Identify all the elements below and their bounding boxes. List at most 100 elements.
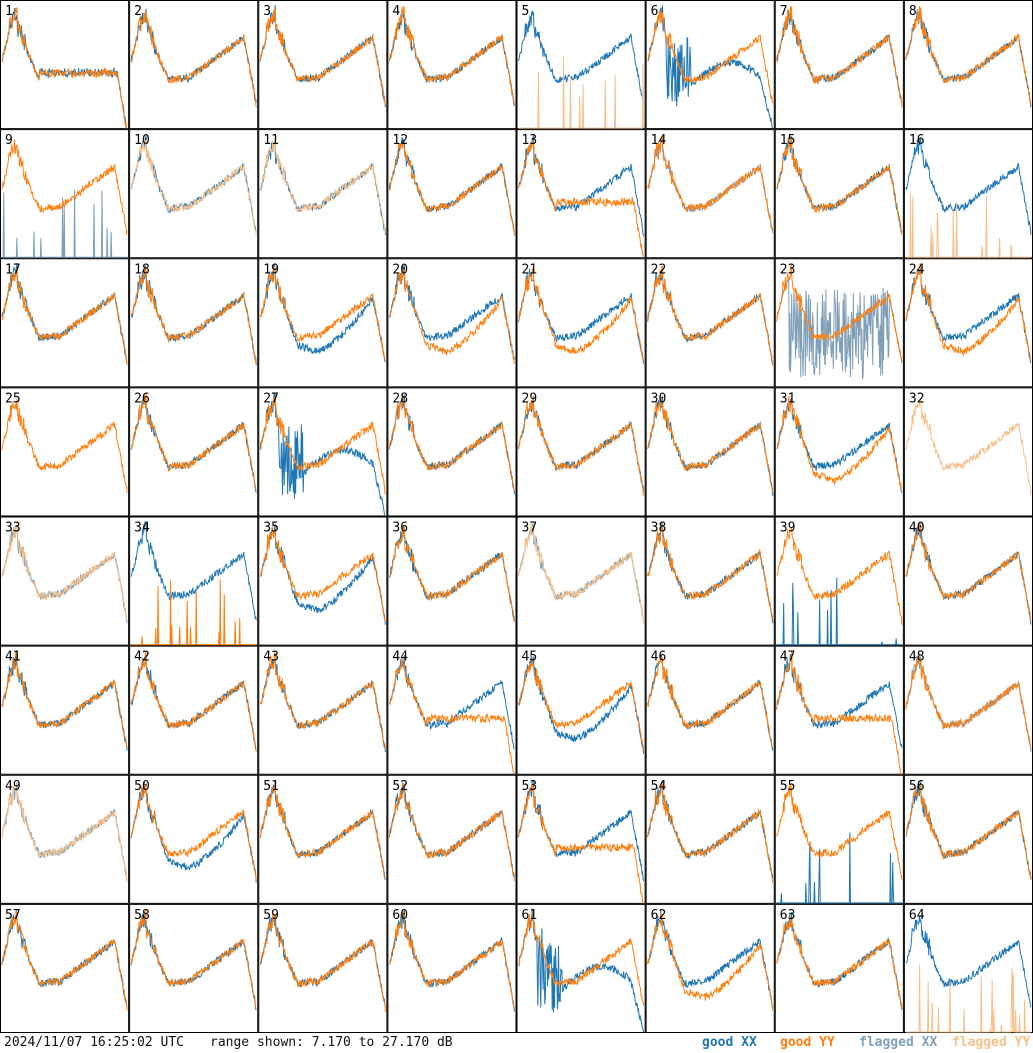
range-text: range shown: 7.170 to 27.170 dB	[210, 1035, 453, 1050]
good-yy-line	[130, 650, 257, 753]
panel-53: 53	[516, 774, 646, 904]
good-xx-line	[776, 577, 902, 646]
panel-19: 19	[258, 258, 388, 388]
panel-50: 50	[129, 774, 259, 904]
panel-label: 40	[909, 521, 925, 536]
panel-45: 45	[516, 645, 646, 775]
panel-frame	[129, 0, 259, 130]
good-xx-line	[518, 268, 645, 364]
good-yy-line	[518, 907, 645, 1006]
panel-frame	[645, 903, 775, 1033]
panel-label: 63	[780, 908, 796, 923]
panel-54: 54	[645, 774, 775, 904]
panel-frame	[645, 774, 775, 904]
panel-23: 23	[774, 258, 904, 388]
panel-label: 46	[651, 650, 667, 665]
panel-frame	[258, 0, 388, 130]
good-yy-line	[259, 396, 386, 495]
good-yy-line	[776, 915, 903, 1009]
good-yy-line	[130, 783, 257, 880]
panel-label: 58	[134, 908, 150, 923]
panel-frame	[0, 387, 130, 517]
panel-frame	[387, 645, 517, 775]
panel-label: 49	[5, 779, 21, 794]
panel-frame	[645, 129, 775, 259]
good-yy-line	[259, 650, 386, 750]
panel-32: 32	[903, 387, 1033, 517]
panel-label: 19	[263, 262, 279, 277]
panel-frame	[258, 258, 388, 388]
good-xx-line	[130, 782, 257, 883]
legend-label: good	[780, 1035, 812, 1050]
good-xx-line	[905, 268, 1032, 364]
panel-26: 26	[129, 387, 259, 517]
panel-frame	[258, 645, 388, 775]
good-xx-line	[776, 832, 902, 904]
panel-frame	[258, 387, 388, 517]
panel-56: 56	[903, 774, 1033, 904]
good-yy-line	[388, 395, 515, 492]
panel-label: 64	[909, 908, 925, 923]
panel-frame	[258, 129, 388, 259]
panel-frame	[387, 774, 517, 904]
panel-57: 57	[0, 903, 130, 1033]
panel-label: 23	[780, 262, 796, 277]
panel-34: 34	[129, 516, 259, 646]
panel-label: 32	[909, 391, 925, 406]
panel-3: 3	[258, 0, 388, 130]
panel-38: 38	[645, 516, 775, 646]
panel-label: 28	[392, 391, 408, 406]
good-yy-line	[130, 392, 257, 491]
panel-13: 13	[516, 129, 646, 259]
flagged-xx-line	[518, 523, 644, 620]
panel-label: 47	[780, 650, 796, 665]
panel-label: 1	[5, 4, 13, 19]
legend-flagged-yy: flagged YY	[952, 1035, 1030, 1050]
panel-label: 20	[392, 262, 408, 277]
panel-label: 4	[392, 4, 400, 19]
flagged-xx-line	[776, 277, 903, 380]
panel-label: 11	[263, 133, 279, 148]
panel-16: 16	[903, 129, 1033, 259]
panel-label: 42	[134, 650, 150, 665]
panel-41: 41	[0, 645, 130, 775]
panel-frame	[0, 516, 130, 646]
good-yy-line	[131, 579, 257, 646]
panel-21: 21	[516, 258, 646, 388]
panel-59: 59	[258, 903, 388, 1033]
panel-49: 49	[0, 774, 130, 904]
panel-label: 22	[651, 262, 667, 277]
good-yy-line	[388, 524, 515, 622]
good-yy-line	[647, 523, 773, 622]
panel-label: 9	[5, 133, 13, 148]
good-yy-line	[388, 5, 515, 104]
panel-frame	[516, 129, 646, 259]
good-yy-line	[259, 910, 386, 1012]
panel-11: 11	[258, 129, 388, 259]
panel-47: 47	[774, 645, 904, 775]
panel-48: 48	[903, 645, 1033, 775]
panel-label: 45	[522, 650, 538, 665]
flagged-yy-line	[905, 193, 1031, 258]
panel-12: 12	[387, 129, 517, 259]
good-yy-line	[388, 782, 515, 882]
panel-frame	[258, 774, 388, 904]
panel-63: 63	[774, 903, 904, 1033]
panel-label: 13	[522, 133, 538, 148]
panel-58: 58	[129, 903, 259, 1033]
panel-frame	[0, 0, 130, 130]
good-yy-line	[1, 7, 128, 129]
panel-frame	[903, 516, 1033, 646]
panel-label: 8	[909, 4, 917, 19]
panel-label: 54	[651, 779, 667, 794]
panel-frame	[774, 903, 904, 1033]
panel-label: 53	[522, 779, 538, 794]
panel-label: 6	[651, 4, 659, 19]
panel-label: 24	[909, 262, 925, 277]
flagged-yy-line	[905, 398, 1032, 495]
panel-label: 37	[522, 521, 538, 536]
legend-good-yy: good YY	[780, 1035, 835, 1050]
panel-label: 61	[522, 908, 538, 923]
panel-frame	[387, 258, 517, 388]
